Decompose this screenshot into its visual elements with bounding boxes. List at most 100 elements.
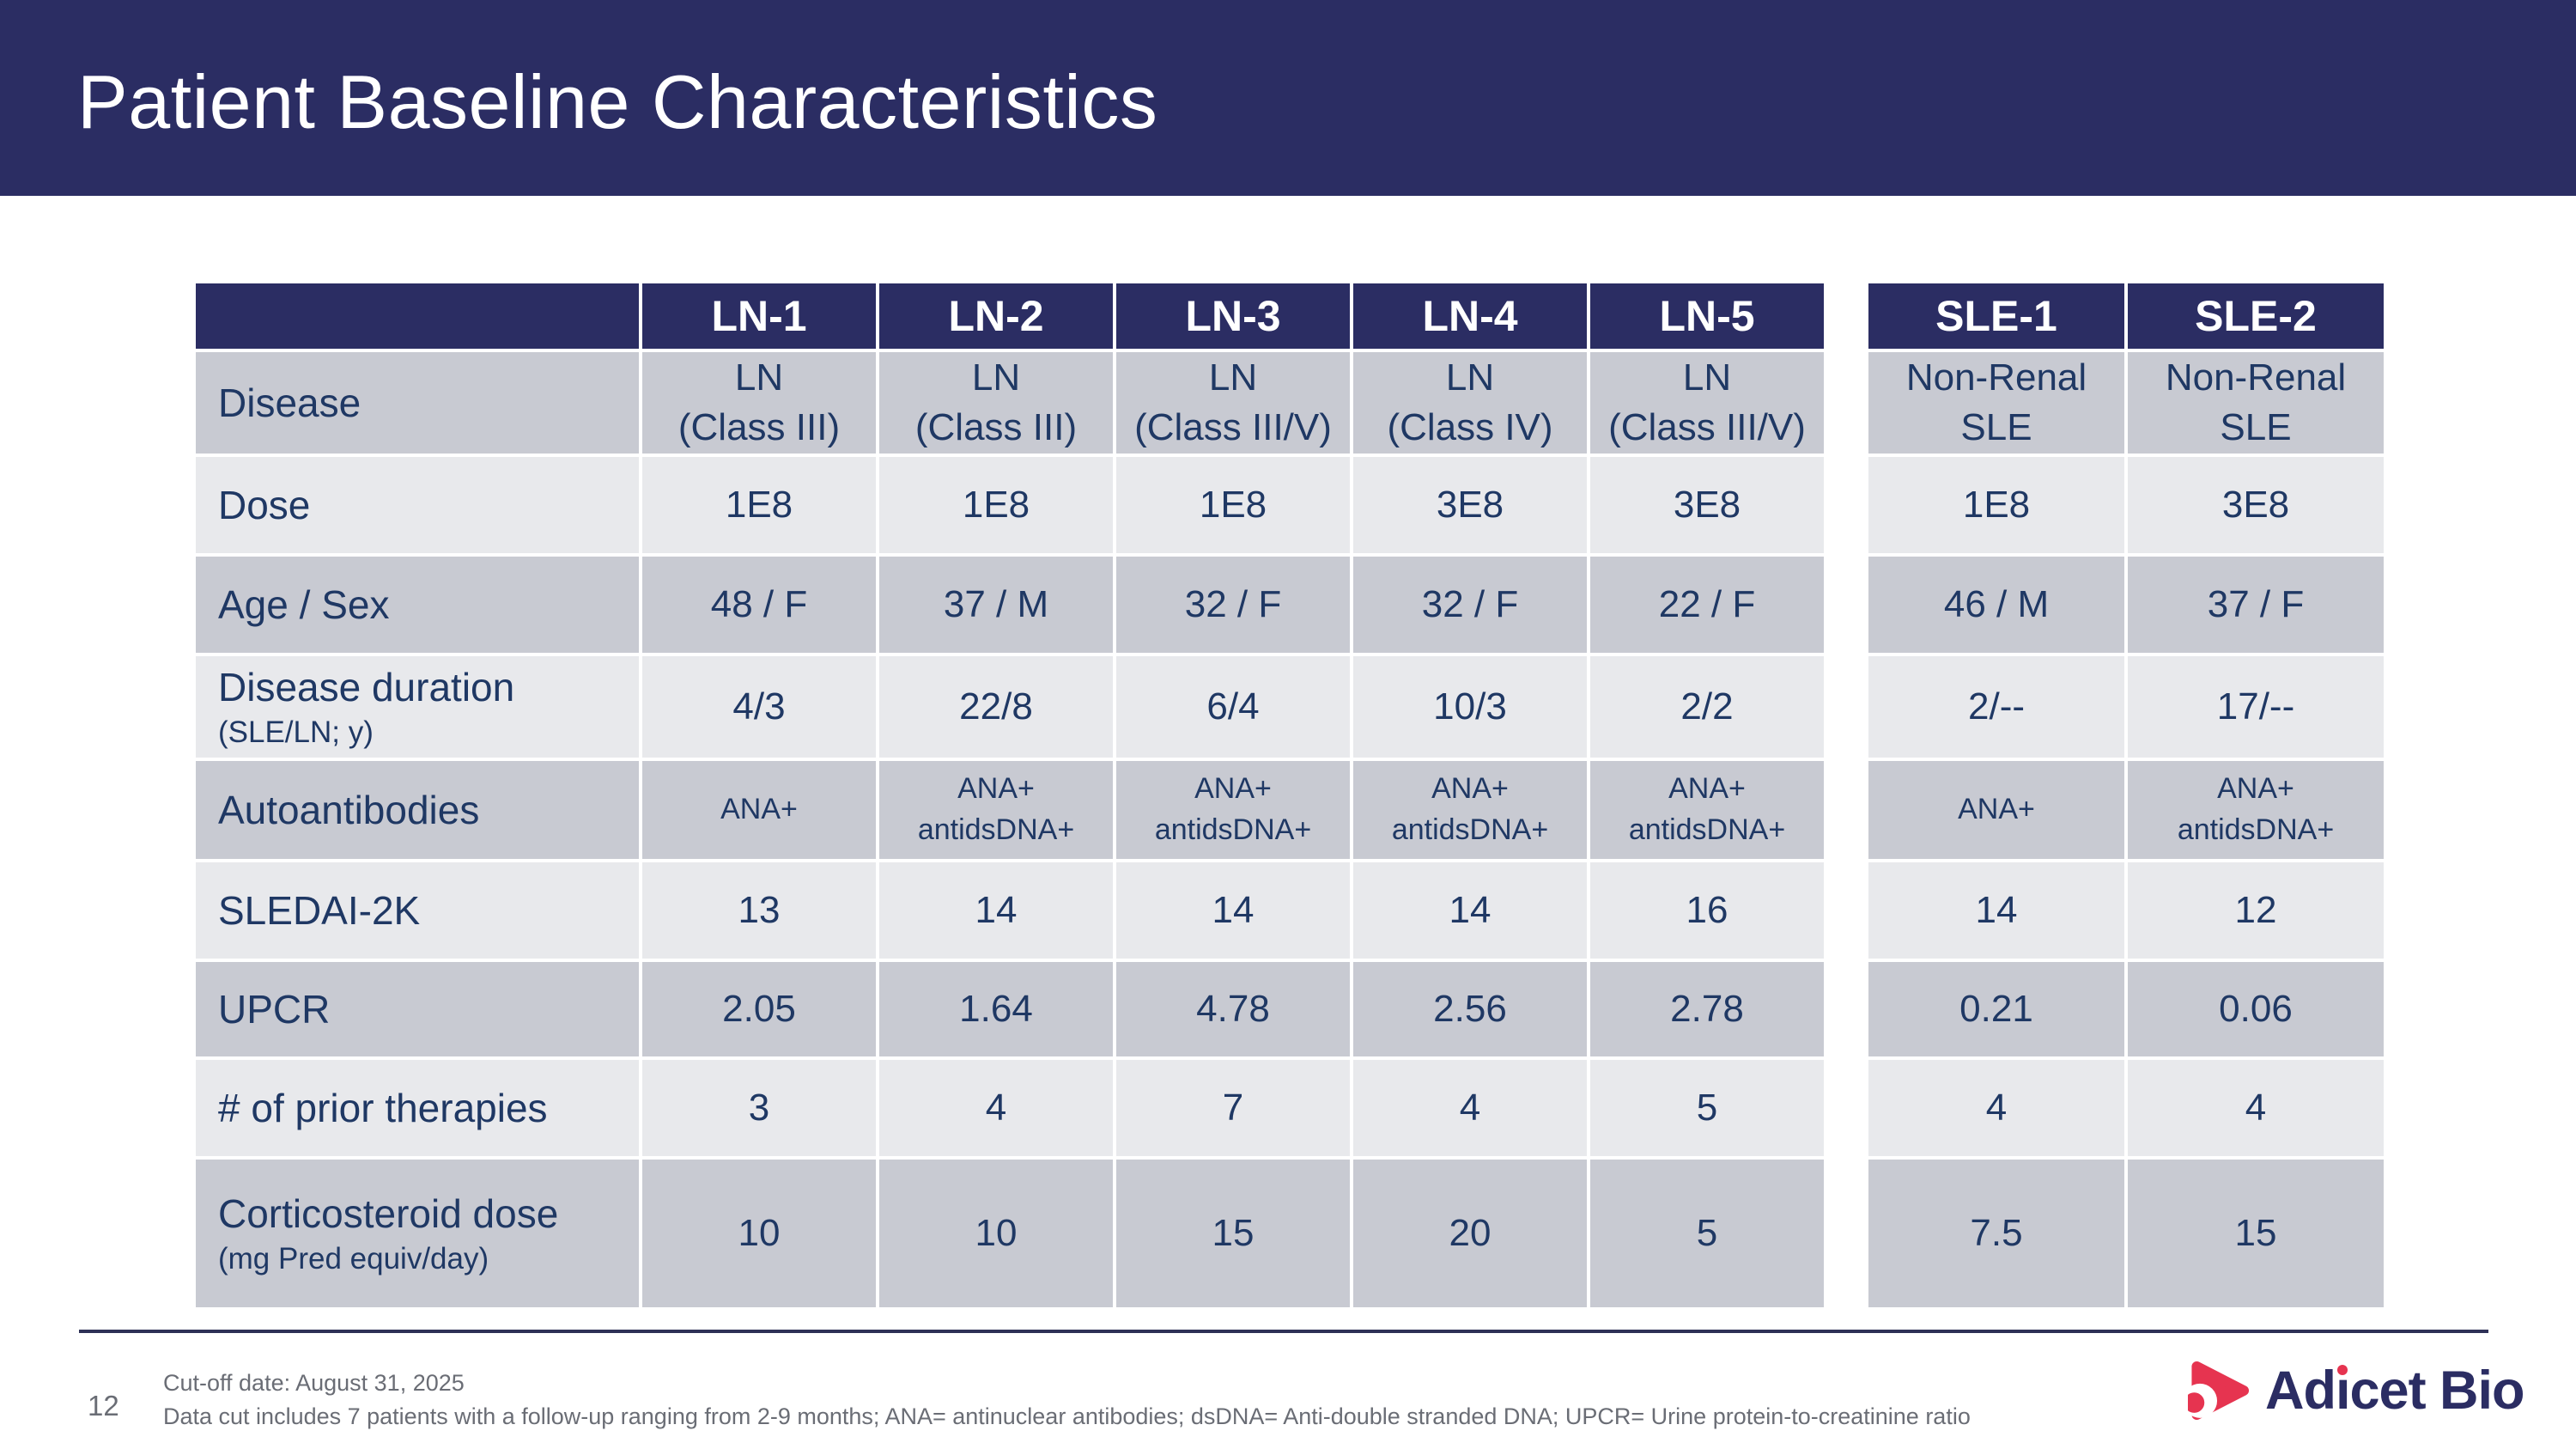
table-cell: 10/3 xyxy=(1353,656,1587,758)
row-label-text: Autoantibodies xyxy=(218,788,480,832)
table-cell-value: 3 xyxy=(748,1086,770,1129)
table-cell-value: 46 / M xyxy=(1943,582,2050,625)
table-cell-value: 4 xyxy=(985,1086,1007,1129)
row-sublabel-text: (mg Pred equiv/day) xyxy=(218,1242,489,1275)
column-gap xyxy=(1827,962,1865,1056)
table-cell-value: 12 xyxy=(2234,888,2277,931)
table-cell-value: antidsDNA+ xyxy=(1628,813,1786,846)
baseline-characteristics-table: LN-1 LN-2 LN-3 LN-4 LN-5 SLE-1 SLE-2 Disease LN (… xyxy=(196,283,2384,1307)
table-cell: 20 xyxy=(1353,1160,1587,1307)
table-cell: 15 xyxy=(1116,1160,1350,1307)
table-cell: 4 xyxy=(2128,1060,2384,1156)
column-header: LN-2 xyxy=(879,283,1113,349)
table-cell-value: 0.21 xyxy=(1959,987,2033,1030)
table-cell: 1E8 xyxy=(1116,457,1350,553)
column-header-label: LN-4 xyxy=(1422,292,1518,340)
table-cell-value: ANA+ xyxy=(1194,772,1272,806)
column-header: SLE-1 xyxy=(1868,283,2124,349)
table-cell-value: SLE xyxy=(2220,406,2292,448)
row-label-text: Age / Sex xyxy=(218,582,390,627)
column-header: LN-5 xyxy=(1590,283,1824,349)
table-cell: 5 xyxy=(1590,1160,1824,1307)
row-sublabel-text: (SLE/LN; y) xyxy=(218,715,374,749)
footnotes: Cut-off date: August 31, 2025 Data cut i… xyxy=(163,1367,1971,1434)
table-cell-value: 22 / F xyxy=(1658,582,1756,625)
table-cell: Non-Renal SLE xyxy=(2128,352,2384,454)
table-cell-value: 2/-- xyxy=(1968,685,2025,728)
table-cell: 2.56 xyxy=(1353,962,1587,1056)
table-cell-value: 4.78 xyxy=(1196,987,1270,1030)
table-cell-value: 15 xyxy=(2234,1211,2277,1254)
table-cell-value: 10 xyxy=(738,1211,781,1254)
table-cell-value: LN xyxy=(1445,356,1495,399)
table-cell: ANA+ xyxy=(1868,761,2124,859)
row-label-text: Dose xyxy=(218,483,311,527)
table-cell-value: (Class III/V) xyxy=(1608,406,1806,448)
row-label-text: UPCR xyxy=(218,987,331,1032)
table-cell-value: 13 xyxy=(738,888,781,931)
adicet-bio-logo: Adıcet Bio xyxy=(2188,1357,2525,1424)
table-cell-value: antidsDNA+ xyxy=(1154,813,1312,846)
table-grid: LN-1 LN-2 LN-3 LN-4 LN-5 SLE-1 SLE-2 Disease LN (… xyxy=(196,283,2384,1307)
table-cell-value: ANA+ xyxy=(1431,772,1509,806)
table-cell-value: 5 xyxy=(1696,1086,1718,1129)
row-label: # of prior therapies xyxy=(196,1060,639,1156)
table-cell-value: 4 xyxy=(2245,1086,2267,1129)
table-cell: 14 xyxy=(1868,862,2124,959)
table-cell-value: 6/4 xyxy=(1206,685,1260,728)
table-cell-value: 2.56 xyxy=(1433,987,1507,1030)
table-cell: 2/-- xyxy=(1868,656,2124,758)
row-label-text: # of prior therapies xyxy=(218,1086,548,1130)
table-cell-value: 10 xyxy=(975,1211,1018,1254)
table-cell: ANA+ antidsDNA+ xyxy=(1116,761,1350,859)
footnote-cutoff-date: Cut-off date: August 31, 2025 xyxy=(163,1370,465,1396)
footnote-abbreviations: Data cut includes 7 patients with a foll… xyxy=(163,1403,1971,1429)
table-cell: 0.21 xyxy=(1868,962,2124,1056)
table-corner-header xyxy=(196,283,639,349)
table-cell: 48 / F xyxy=(642,557,876,653)
table-cell: 32 / F xyxy=(1353,557,1587,653)
table-cell-value: 20 xyxy=(1449,1211,1492,1254)
table-cell: 32 / F xyxy=(1116,557,1350,653)
table-cell-value: ANA+ xyxy=(1668,772,1746,806)
table-cell-value: 14 xyxy=(1212,888,1255,931)
title-band: Patient Baseline Characteristics xyxy=(0,0,2576,196)
column-header: LN-3 xyxy=(1116,283,1350,349)
table-cell-value: 15 xyxy=(1212,1211,1255,1254)
table-cell-value: 48 / F xyxy=(710,582,808,625)
table-cell-value: 32 / F xyxy=(1421,582,1519,625)
table-cell-value: 10/3 xyxy=(1433,685,1507,728)
table-cell: 14 xyxy=(1353,862,1587,959)
row-label: Disease duration (SLE/LN; y) xyxy=(196,656,639,758)
table-cell-value: LN xyxy=(971,356,1021,399)
row-label: UPCR xyxy=(196,962,639,1056)
table-cell: 3E8 xyxy=(2128,457,2384,553)
table-cell-value: 4/3 xyxy=(732,685,786,728)
table-cell: 12 xyxy=(2128,862,2384,959)
column-header-label: SLE-1 xyxy=(1935,292,2057,340)
table-cell-value: LN xyxy=(1208,356,1258,399)
table-cell: 6/4 xyxy=(1116,656,1350,758)
column-gap xyxy=(1827,283,1865,349)
table-cell-value: 1E8 xyxy=(1199,483,1267,526)
table-cell-value: 5 xyxy=(1696,1211,1718,1254)
table-cell-value: 3E8 xyxy=(2221,483,2290,526)
table-cell: 4/3 xyxy=(642,656,876,758)
table-cell-value: 1.64 xyxy=(959,987,1033,1030)
column-gap xyxy=(1827,457,1865,553)
table-cell: LN (Class III) xyxy=(642,352,876,454)
table-cell-value: antidsDNA+ xyxy=(1391,813,1549,846)
table-cell-value: 3E8 xyxy=(1673,483,1741,526)
row-label: Dose xyxy=(196,457,639,553)
column-header: SLE-2 xyxy=(2128,283,2384,349)
table-cell: 1E8 xyxy=(642,457,876,553)
column-header: LN-1 xyxy=(642,283,876,349)
table-cell: 1E8 xyxy=(879,457,1113,553)
table-cell: 37 / M xyxy=(879,557,1113,653)
column-header-label: LN-2 xyxy=(948,292,1044,340)
table-cell-value: ANA+ xyxy=(1958,793,2035,826)
table-cell: ANA+ antidsDNA+ xyxy=(1590,761,1824,859)
table-cell: 14 xyxy=(1116,862,1350,959)
table-cell: LN (Class III/V) xyxy=(1116,352,1350,454)
table-cell: 3 xyxy=(642,1060,876,1156)
